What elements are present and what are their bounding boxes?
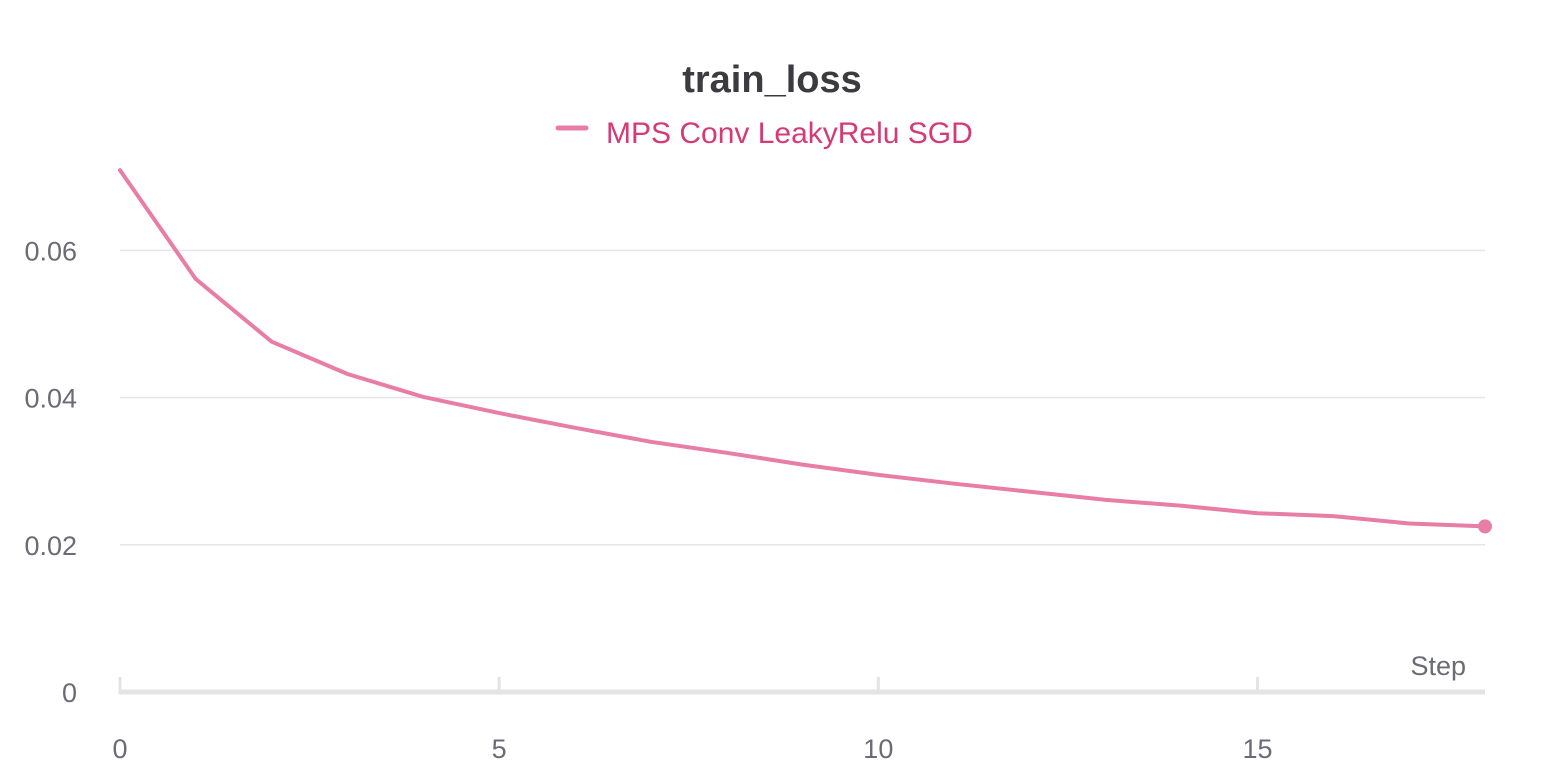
axes: 0 0.02 0.04 0.06 0 5 10 15 — [24, 236, 1485, 764]
x-tick-label: 5 — [492, 734, 507, 764]
gridlines — [120, 249, 1485, 546]
chart-title: train_loss — [682, 59, 862, 101]
y-tick-label: 0.06 — [24, 236, 77, 266]
y-tick-label: 0.02 — [24, 531, 77, 561]
legend[interactable]: MPS Conv LeakyRelu SGD — [555, 117, 973, 150]
y-tick-label: 0.04 — [24, 384, 77, 414]
legend-label: MPS Conv LeakyRelu SGD — [606, 117, 973, 150]
series-layer — [118, 168, 1492, 534]
x-tick-label: 15 — [1242, 734, 1272, 764]
series-end-point[interactable] — [1478, 519, 1492, 534]
y-tick-label: 0 — [62, 678, 77, 708]
x-axis-title: Step — [1410, 651, 1466, 681]
series-line[interactable] — [118, 168, 1487, 529]
x-tick-label: 10 — [863, 734, 893, 764]
x-tick-label: 0 — [112, 734, 127, 764]
